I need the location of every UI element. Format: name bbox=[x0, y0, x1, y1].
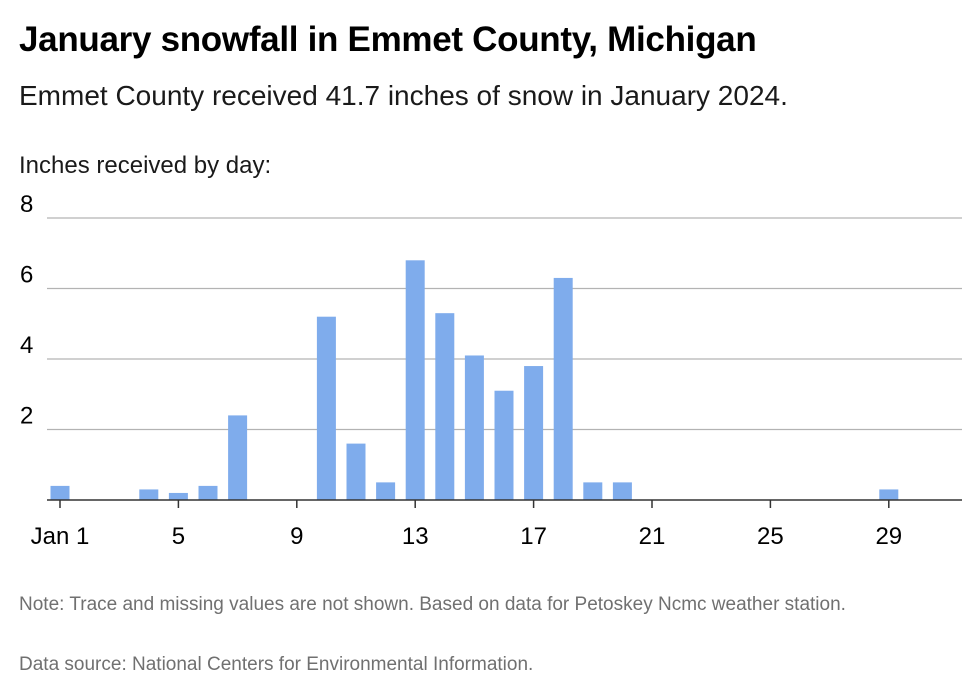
bar-day-15 bbox=[464, 355, 484, 500]
bar-day-6 bbox=[198, 485, 218, 500]
x-tick-label: Jan 1 bbox=[31, 523, 90, 550]
chart-subtitle: Emmet County received 41.7 inches of sno… bbox=[19, 80, 788, 111]
y-tick-label: 8 bbox=[20, 191, 33, 218]
x-tick-label: 13 bbox=[402, 523, 429, 550]
y-tick-label: 4 bbox=[20, 332, 33, 359]
bar-day-11 bbox=[346, 443, 366, 500]
y-tick-label: 6 bbox=[20, 262, 33, 289]
chart-title: January snowfall in Emmet County, Michig… bbox=[19, 20, 757, 59]
bar-day-20 bbox=[612, 482, 632, 500]
y-axis-title: Inches received by day: bbox=[19, 152, 272, 179]
bar-day-12 bbox=[376, 482, 396, 500]
bar-day-10 bbox=[316, 316, 336, 500]
bar-day-16 bbox=[494, 390, 514, 500]
bar-day-14 bbox=[435, 313, 455, 500]
x-tick-label: 25 bbox=[757, 523, 784, 550]
bar-day-18 bbox=[553, 277, 573, 500]
bar-day-17 bbox=[524, 366, 544, 500]
snowfall-bar-chart: 2 4 6 8 Jan 1 5 9 13 17 21 25 29 bbox=[20, 191, 962, 550]
data-source: Data source: National Centers for Enviro… bbox=[19, 654, 534, 675]
bar-day-29 bbox=[879, 489, 899, 500]
bar-day-7 bbox=[228, 415, 248, 500]
bar-day-1 bbox=[50, 485, 70, 500]
y-tick-label: 2 bbox=[20, 403, 33, 430]
x-tick-label: 9 bbox=[290, 523, 303, 550]
x-tick-label: 17 bbox=[520, 523, 547, 550]
bar-day-19 bbox=[583, 482, 603, 500]
chart-note: Note: Trace and missing values are not s… bbox=[19, 594, 846, 615]
x-tick-label: 29 bbox=[875, 523, 902, 550]
x-tick-label: 21 bbox=[639, 523, 666, 550]
x-tick-label: 5 bbox=[172, 523, 185, 550]
bar-day-13 bbox=[405, 260, 425, 500]
bar-day-4 bbox=[139, 489, 159, 500]
bar-day-5 bbox=[168, 492, 188, 500]
